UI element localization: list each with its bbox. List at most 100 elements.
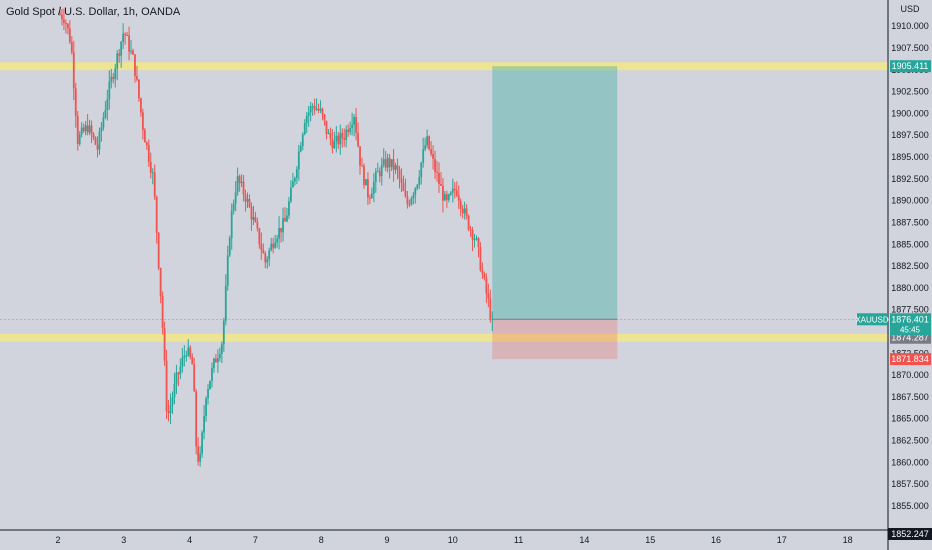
candle-body <box>412 195 415 199</box>
candle-body <box>86 125 89 133</box>
y-tick-label: 1895.000 <box>891 152 929 162</box>
x-tick-label: 10 <box>448 535 458 545</box>
candle-body <box>264 253 267 263</box>
candle-body <box>102 117 105 128</box>
candle-body <box>292 181 294 188</box>
candle-body <box>489 298 492 320</box>
candle-body <box>357 132 359 147</box>
candle-body <box>215 358 217 363</box>
candle-body <box>451 188 454 193</box>
candle-body <box>232 203 235 211</box>
candle-body <box>290 187 292 202</box>
candle-body <box>376 171 379 173</box>
candle-body <box>471 229 474 240</box>
candle-body <box>270 243 273 251</box>
y-tick-label: 1882.500 <box>891 261 929 271</box>
candle-body <box>224 285 227 321</box>
candle-body <box>136 76 138 80</box>
candle-body <box>420 162 423 178</box>
candle-body <box>323 114 326 121</box>
candle-body <box>112 76 115 80</box>
candle-body <box>74 88 77 117</box>
candle-body <box>282 218 284 233</box>
candle-body <box>363 165 365 186</box>
candle-body <box>145 142 148 146</box>
candle-body <box>457 195 460 201</box>
candle-body <box>254 217 257 222</box>
candle-body <box>438 172 440 185</box>
candle-body <box>382 159 385 165</box>
candle-body <box>70 42 73 53</box>
candle-body <box>276 238 279 243</box>
x-tick-label: 8 <box>319 535 324 545</box>
candle-body <box>331 138 334 149</box>
candle-body <box>88 125 91 133</box>
candle-body <box>246 198 249 202</box>
countdown-text: 45:45 <box>900 325 921 334</box>
candle-body <box>155 196 158 233</box>
candle-body <box>380 164 383 177</box>
candle-body <box>179 366 182 375</box>
candle-body <box>465 208 468 216</box>
candle-body <box>307 112 310 116</box>
axis-bottom-value: 1852.247 <box>891 529 929 539</box>
candle-body <box>201 432 204 454</box>
candle-body <box>175 372 178 384</box>
candle-body <box>230 210 233 239</box>
y-tick-label: 1870.000 <box>891 370 929 380</box>
candle-body <box>455 190 458 196</box>
candle-body <box>118 53 121 56</box>
candle-body <box>428 136 431 150</box>
candle-body <box>461 208 464 214</box>
candle-body <box>288 201 290 216</box>
candle-body <box>442 185 444 201</box>
candle-body <box>76 116 79 144</box>
candle-body <box>244 194 247 202</box>
candle-body <box>104 110 107 118</box>
candle-body <box>157 232 160 268</box>
current-price-tag-bg <box>890 313 931 336</box>
candle-body <box>266 259 269 263</box>
x-tick-label: 11 <box>514 535 523 545</box>
candle-body <box>173 383 176 398</box>
candle-body <box>299 146 302 152</box>
candle-body <box>293 178 296 182</box>
candle-body <box>234 192 237 204</box>
candle-body <box>187 347 190 356</box>
y-tick-label: 1877.500 <box>891 305 929 315</box>
candle-body <box>130 50 132 52</box>
y-tick-label: 1902.500 <box>891 87 929 97</box>
candle-body <box>126 35 128 37</box>
candle-body <box>430 149 432 154</box>
candle-body <box>337 135 340 145</box>
candle-body <box>151 172 154 174</box>
candle-body <box>280 227 282 233</box>
y-tick-label: 1890.000 <box>891 196 929 206</box>
candle-body <box>479 247 482 271</box>
stop-tag-text: 1871.834 <box>891 354 929 364</box>
candle-body <box>434 158 436 172</box>
y-tick-label: 1887.500 <box>891 217 929 227</box>
candle-body <box>110 76 113 82</box>
candle-body <box>252 217 255 220</box>
support-band <box>0 333 888 342</box>
candle-body <box>418 177 421 185</box>
candle-body <box>447 194 450 200</box>
y-tick-label: 1865.000 <box>891 414 929 424</box>
candle-body <box>445 194 448 200</box>
candle-body <box>159 267 162 296</box>
candle-body <box>274 242 277 248</box>
candle-body <box>426 136 429 146</box>
candle-body <box>487 293 490 299</box>
candle-body <box>240 181 243 184</box>
candle-body <box>242 181 245 195</box>
candle-body <box>228 238 231 256</box>
candle-body <box>349 127 352 133</box>
symbol-tag-bg <box>857 313 887 326</box>
candle-body <box>94 137 97 145</box>
candle-body <box>100 127 103 132</box>
candle-body <box>72 52 75 89</box>
candle-body <box>191 356 194 365</box>
candle-body <box>347 129 350 133</box>
